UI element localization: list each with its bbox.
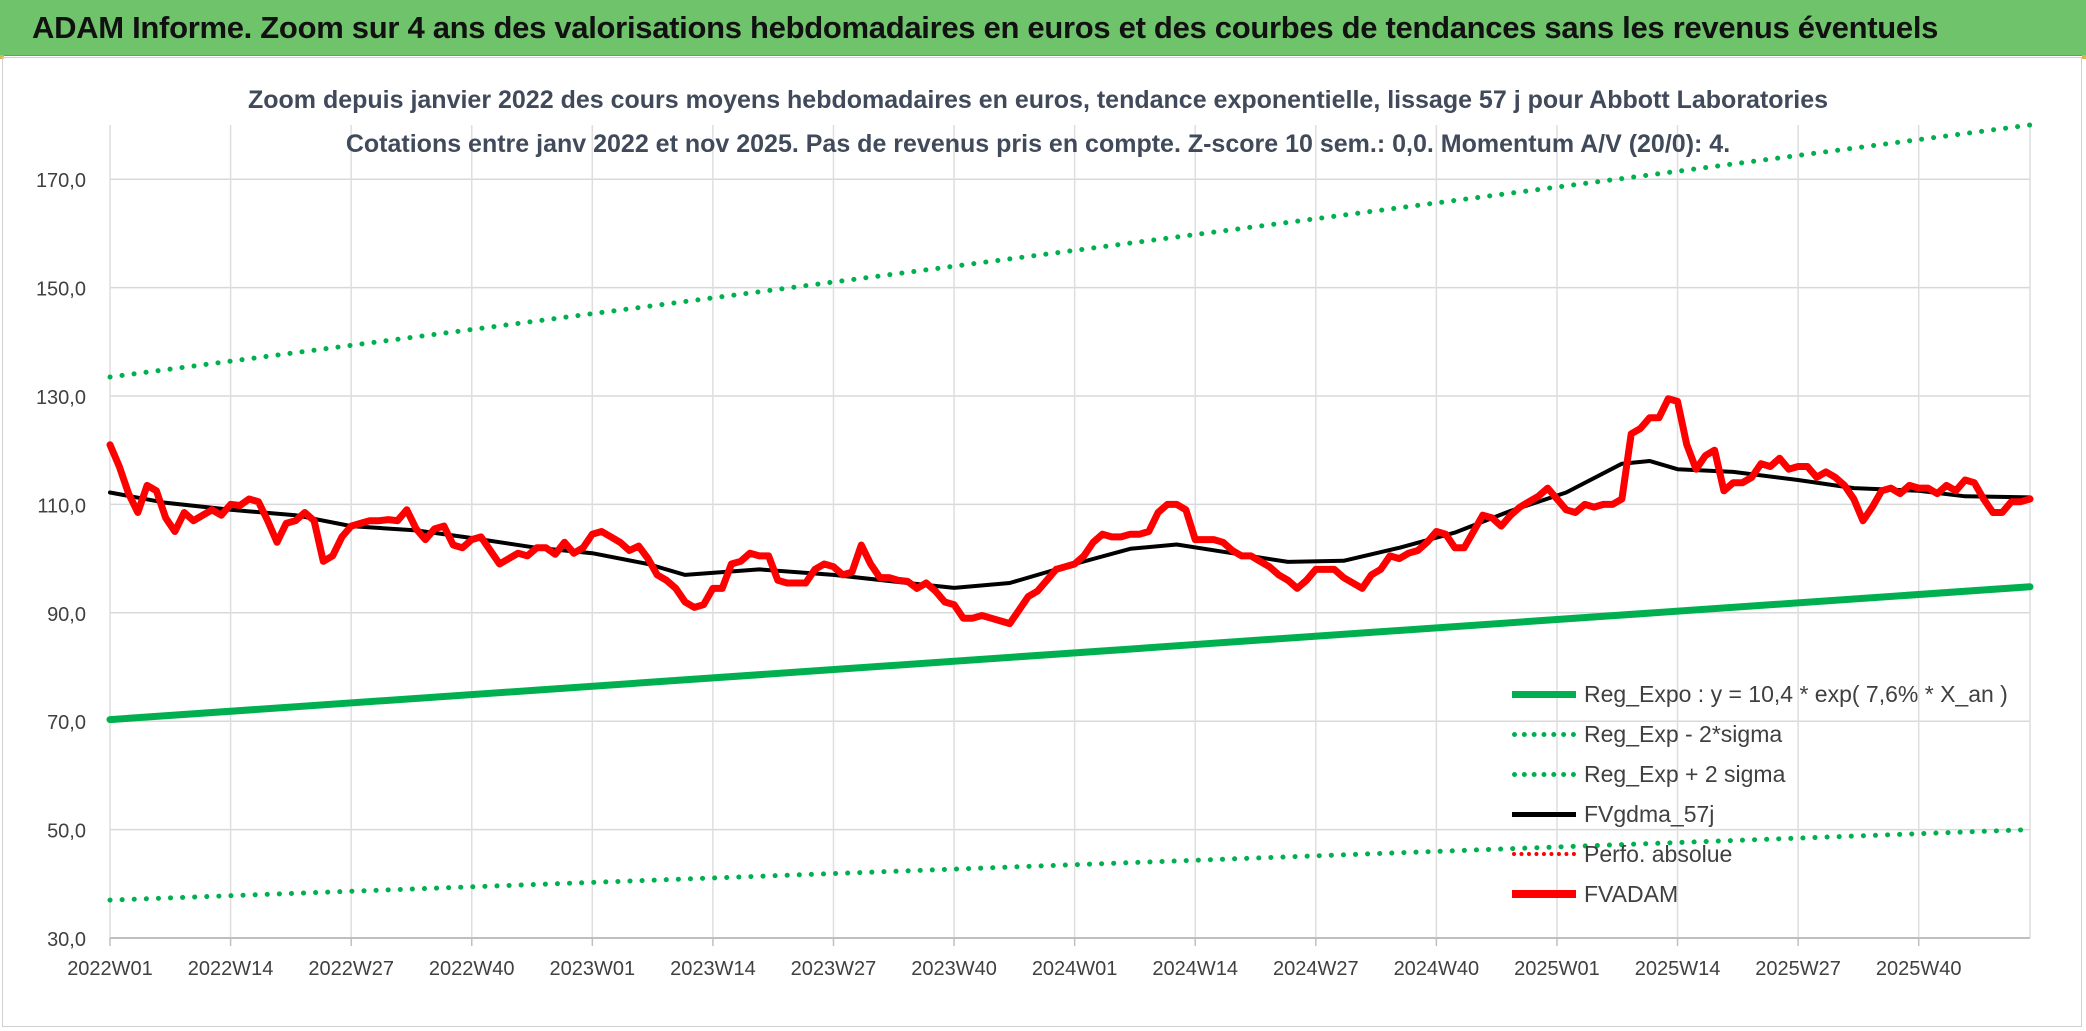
- solid-green-line-icon: [1512, 690, 1576, 698]
- x-tick-label: 2022W01: [67, 958, 153, 980]
- legend-item-reg-exp-minus: Reg_Exp - 2*sigma: [1512, 714, 2032, 754]
- y-tick-label: 90,0: [47, 604, 86, 626]
- y-tick-label: 70,0: [47, 712, 86, 734]
- x-tick-label: 2023W01: [550, 958, 636, 980]
- report-title: ADAM Informe. Zoom sur 4 ans des valoris…: [32, 10, 1939, 45]
- chart-title: Zoom depuis janvier 2022 des cours moyen…: [248, 86, 1828, 114]
- x-tick-label: 2025W14: [1635, 958, 1721, 980]
- series-line-reg-exp-2-sigma: [107, 122, 2033, 380]
- x-tick-label: 2025W27: [1755, 958, 1841, 980]
- y-tick-label: 50,0: [47, 821, 86, 843]
- x-tick-label: 2023W40: [911, 958, 997, 980]
- y-axis-ticks: 30,0 50,0 70,0 90,0 110,0 130,0 150,0 170,0: [36, 170, 86, 951]
- legend-label: FVgdma_57j: [1584, 800, 1715, 827]
- chart-frame: [2, 57, 2082, 1027]
- header-corner-right: [2082, 55, 2086, 59]
- solid-black-line-icon: [1512, 811, 1576, 817]
- dotted-red-line-icon: [1512, 852, 1576, 856]
- report-header: ADAM Informe. Zoom sur 4 ans des valoris…: [0, 0, 2086, 56]
- x-tick-label: 2024W01: [1032, 958, 1118, 980]
- x-tick-label: 2024W14: [1152, 958, 1238, 980]
- x-axis-ticks: 2022W01 2022W14 2022W27 2022W40 2023W01 2023W…: [67, 958, 1961, 980]
- legend-label: Reg_Exp - 2*sigma: [1584, 720, 1783, 747]
- x-tick-label: 2022W40: [429, 958, 515, 980]
- legend-item-fvgdma: FVgdma_57j: [1512, 794, 2032, 834]
- series-line-fvadam: [106, 395, 2034, 628]
- y-tick-label: 130,0: [36, 387, 86, 409]
- y-tick-label: 110,0: [37, 495, 86, 517]
- chart-subtitle: Cotations entre janv 2022 et nov 2025. P…: [346, 130, 1730, 158]
- legend-item-reg-exp-plus: Reg_Exp + 2 sigma: [1512, 754, 2032, 794]
- legend-label: Perfo. absolue: [1584, 840, 1733, 867]
- legend-label: Reg_Exp + 2 sigma: [1584, 760, 1786, 787]
- x-tick-label: 2025W40: [1876, 958, 1962, 980]
- series-line-reg-expo-y-10-4-exp-7-6-x-an: [106, 583, 2034, 724]
- dotted-green-line-icon: [1512, 771, 1576, 777]
- x-tick-label: 2024W40: [1394, 958, 1480, 980]
- chart-legend: Reg_Expo : y = 10,4 * exp( 7,6% * X_an )…: [1512, 674, 2032, 914]
- y-tick-label: 150,0: [36, 279, 86, 301]
- dotted-green-line-icon: [1512, 731, 1576, 737]
- x-tick-label: 2022W27: [308, 958, 394, 980]
- x-tick-label: 2025W01: [1514, 958, 1600, 980]
- y-tick-label: 170,0: [36, 170, 86, 192]
- x-tick-label: 2023W14: [670, 958, 756, 980]
- x-tick-label: 2022W14: [188, 958, 274, 980]
- legend-item-perfo-absolue: Perfo. absolue: [1512, 834, 2032, 874]
- legend-item-fvadam: FVADAM: [1512, 874, 2032, 914]
- legend-label: FVADAM: [1584, 880, 1679, 907]
- x-tick-label: 2024W27: [1273, 958, 1359, 980]
- x-tick-label: 2023W27: [791, 958, 877, 980]
- legend-label: Reg_Expo : y = 10,4 * exp( 7,6% * X_an ): [1584, 680, 2008, 707]
- y-tick-label: 30,0: [47, 929, 86, 951]
- solid-red-line-icon: [1512, 890, 1576, 898]
- legend-item-reg-expo: Reg_Expo : y = 10,4 * exp( 7,6% * X_an ): [1512, 674, 2032, 714]
- series-layer: [106, 122, 2034, 903]
